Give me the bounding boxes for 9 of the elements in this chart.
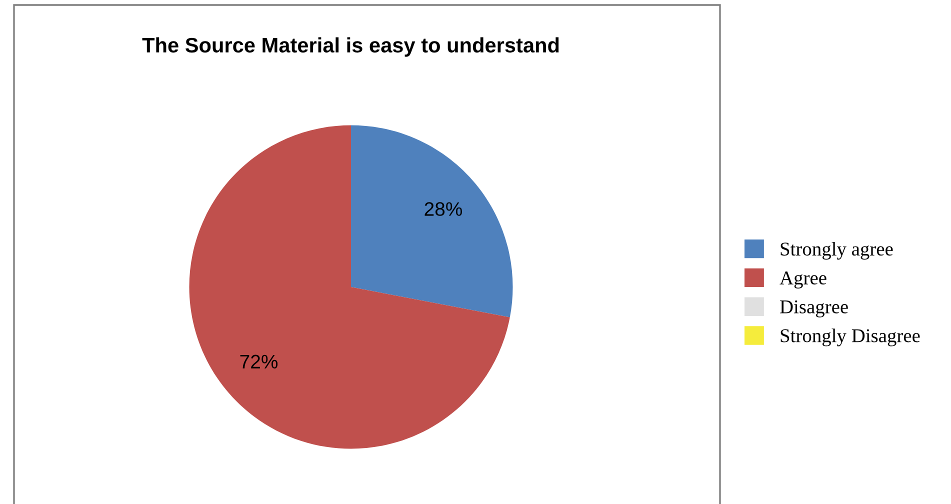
data-label: 72% bbox=[240, 354, 278, 368]
legend-label: Disagree bbox=[780, 300, 848, 318]
legend-label: Strongly agree bbox=[780, 242, 893, 260]
chart-title: The Source Material is easy to understand bbox=[142, 37, 559, 57]
data-label: 28% bbox=[424, 202, 462, 216]
pie-slice bbox=[351, 125, 513, 318]
legend-label: Agree bbox=[780, 272, 826, 289]
pie-slice bbox=[189, 125, 510, 449]
legend-label: Strongly Disagree bbox=[780, 328, 920, 346]
